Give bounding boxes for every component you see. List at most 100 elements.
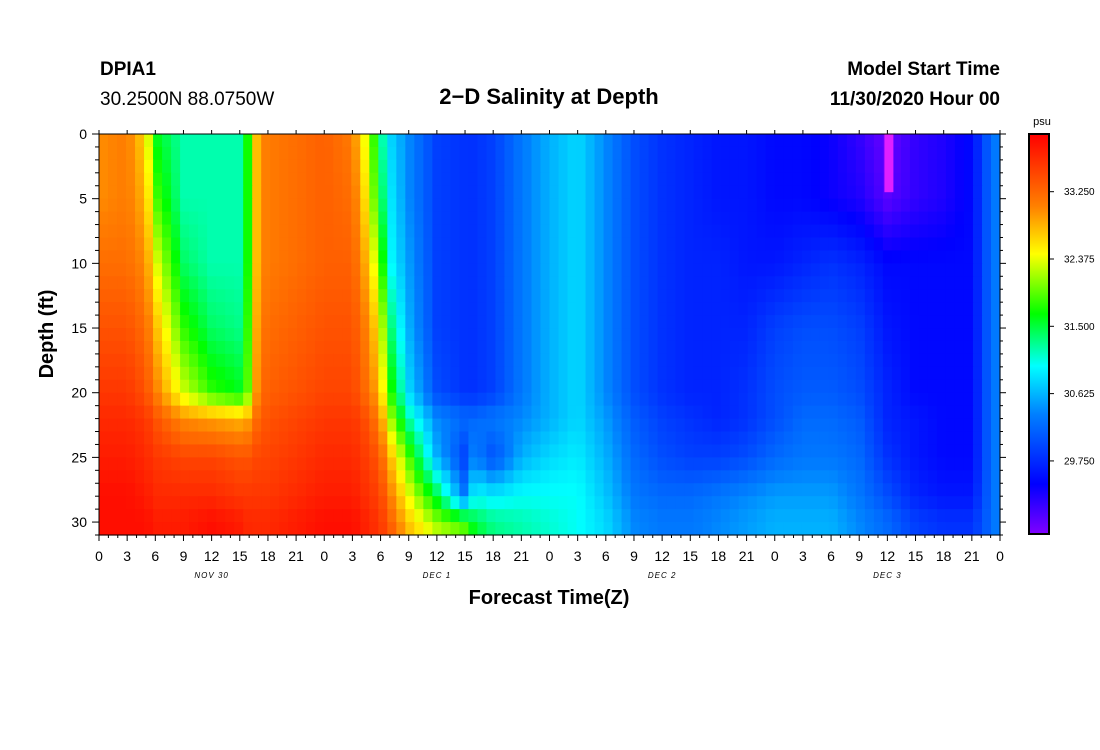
- heatmap-cell: [162, 470, 172, 484]
- heatmap-cell: [171, 470, 181, 484]
- heatmap-cell: [261, 263, 271, 277]
- heatmap-cell: [684, 185, 695, 200]
- heatmap-cell: [756, 379, 767, 394]
- heatmap-cell: [702, 470, 713, 484]
- heatmap-cell: [306, 146, 316, 161]
- heatmap-cell: [441, 509, 451, 523]
- heatmap-cell: [585, 444, 596, 458]
- heatmap-cell: [351, 315, 361, 329]
- heatmap-cell: [477, 237, 488, 252]
- heatmap-cell: [207, 146, 217, 161]
- heatmap-cell: [720, 470, 731, 484]
- heatmap-cell: [378, 470, 388, 484]
- heatmap-cell: [180, 431, 190, 446]
- heatmap-cell: [180, 496, 190, 510]
- heatmap-cell: [747, 328, 758, 342]
- y-axis-label: Depth (ft): [36, 290, 58, 379]
- heatmap-cell: [126, 198, 136, 213]
- heatmap-cell: [207, 159, 217, 174]
- heatmap-cell: [918, 522, 929, 536]
- heatmap-cell: [981, 457, 992, 471]
- heatmap-cell: [531, 315, 542, 329]
- heatmap-cell: [324, 470, 334, 484]
- heatmap-cell: [981, 185, 992, 200]
- heatmap-cell: [531, 134, 542, 148]
- heatmap-cell: [756, 392, 767, 407]
- heatmap-cell: [144, 315, 154, 329]
- heatmap-cell: [684, 276, 695, 290]
- heatmap-cell: [630, 289, 641, 303]
- heatmap-cell: [909, 315, 920, 329]
- heatmap-cell: [243, 340, 253, 355]
- heatmap-cell: [162, 146, 172, 161]
- heatmap-cell: [909, 263, 920, 277]
- heatmap-cell: [198, 483, 208, 497]
- heatmap-cell: [531, 172, 542, 187]
- heatmap-cell: [990, 353, 1001, 368]
- heatmap-cell: [576, 522, 587, 536]
- heatmap-cell: [540, 483, 551, 497]
- heatmap-cell: [729, 483, 740, 497]
- heatmap-cell: [297, 263, 307, 277]
- heatmap-cell: [459, 431, 470, 446]
- heatmap-cell: [675, 159, 686, 174]
- heatmap-cell: [441, 522, 451, 536]
- heatmap-cell: [558, 353, 569, 368]
- heatmap-cell: [594, 366, 605, 381]
- heatmap-cell: [522, 353, 533, 368]
- heatmap-cell: [450, 483, 460, 497]
- heatmap-cell: [531, 263, 542, 277]
- heatmap-cell: [855, 340, 866, 355]
- heatmap-cell: [891, 379, 902, 394]
- heatmap-cell: [522, 366, 533, 381]
- heatmap-cell: [909, 470, 920, 484]
- heatmap-cell: [846, 366, 857, 381]
- heatmap-cell: [585, 328, 596, 342]
- heatmap-cell: [810, 146, 821, 161]
- heatmap-cell: [837, 509, 848, 523]
- heatmap-cell: [657, 250, 668, 264]
- heatmap-cell: [684, 263, 695, 277]
- heatmap-cell: [396, 379, 406, 394]
- heatmap-cell: [738, 405, 749, 420]
- heatmap-cell: [936, 379, 947, 394]
- heatmap-cell: [234, 340, 244, 355]
- heatmap-cell: [207, 263, 217, 277]
- heatmap-cell: [225, 418, 235, 433]
- heatmap-cell: [927, 211, 938, 226]
- heatmap-cell: [864, 276, 875, 290]
- heatmap-cell: [783, 522, 794, 536]
- heatmap-cell: [711, 276, 722, 290]
- heatmap-cell: [495, 289, 506, 303]
- heatmap-cell: [810, 522, 821, 536]
- heatmap-cell: [630, 172, 641, 187]
- heatmap-cell: [801, 418, 812, 433]
- heatmap-cell: [963, 134, 974, 148]
- heatmap-cell: [405, 302, 415, 316]
- heatmap-cell: [495, 198, 506, 213]
- heatmap-cell: [927, 418, 938, 433]
- x-tick-label: 0: [546, 548, 554, 564]
- heatmap-cell: [927, 146, 938, 161]
- heatmap-cell: [522, 159, 533, 174]
- heatmap-cell: [531, 379, 542, 394]
- heatmap-cell: [675, 146, 686, 161]
- heatmap-cell: [234, 302, 244, 316]
- heatmap-cell: [423, 211, 433, 226]
- heatmap-cell: [504, 431, 515, 446]
- heatmap-cell: [738, 340, 749, 355]
- heatmap-cell: [108, 172, 118, 187]
- heatmap-cell: [99, 172, 109, 187]
- heatmap-cell: [459, 250, 470, 264]
- heatmap-cell: [126, 405, 136, 420]
- heatmap-cell: [693, 172, 704, 187]
- heatmap-cell: [486, 418, 497, 433]
- heatmap-cell: [504, 444, 515, 458]
- heatmap-cell: [972, 457, 983, 471]
- heatmap-cell: [459, 289, 470, 303]
- heatmap-cell: [765, 470, 776, 484]
- heatmap-cell: [810, 211, 821, 226]
- heatmap-cell: [396, 276, 406, 290]
- heatmap-cell: [135, 522, 145, 536]
- heatmap-cell: [900, 289, 911, 303]
